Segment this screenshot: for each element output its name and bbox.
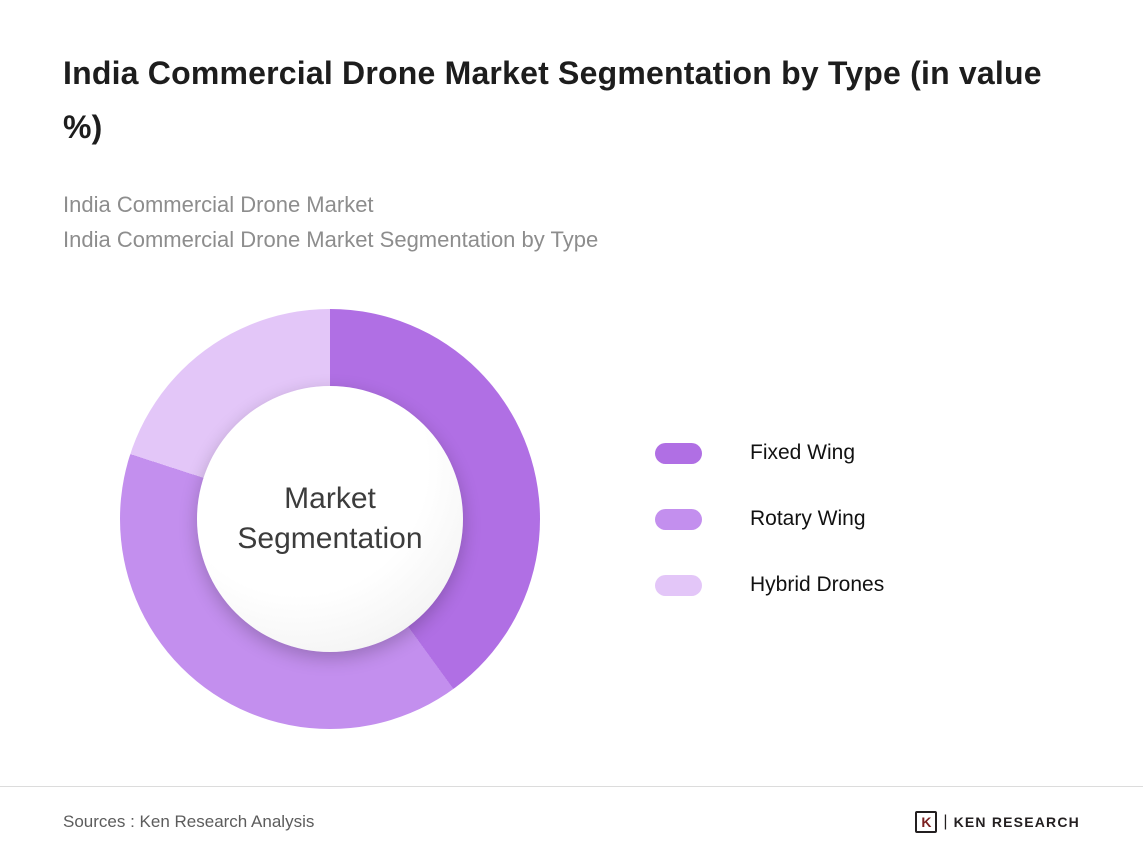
logo-k-icon: K [915,811,938,833]
legend-label-rotary-wing: Rotary Wing [750,507,866,531]
logo-text: KEN RESEARCH [953,814,1080,830]
subtitle-line-1: India Commercial Drone Market [63,191,374,217]
donut-chart-wrap: Market Segmentation [120,309,540,730]
subtitle-block: India Commercial Drone Market India Comm… [63,187,1080,257]
subtitle-line-2: India Commercial Drone Market Segmentati… [63,226,599,252]
page-title: India Commercial Drone Market Segmentati… [63,55,1042,146]
donut-center-label: Market Segmentation [237,481,423,556]
legend-item-rotary-wing: Rotary Wing [655,507,884,531]
chart-row: Market Segmentation Fixed Wing Rotary Wi… [63,309,1080,730]
legend-swatch-fixed-wing [655,442,702,464]
legend-item-fixed-wing: Fixed Wing [655,441,884,465]
legend-label-fixed-wing: Fixed Wing [750,441,856,465]
donut-hole: Market Segmentation [197,386,463,653]
content-area: India Commercial Drone Market Segmentati… [63,55,1080,730]
legend-swatch-rotary-wing [655,508,702,530]
ken-research-logo: K | KEN RESEARCH [915,811,1080,833]
legend-label-hybrid-drones: Hybrid Drones [750,573,885,597]
legend: Fixed Wing Rotary Wing Hybrid Drones [655,441,884,597]
legend-item-hybrid-drones: Hybrid Drones [655,573,884,597]
footer: Sources : Ken Research Analysis K | KEN … [0,786,1143,857]
logo-separator: | [943,813,948,830]
legend-swatch-hybrid-drones [655,574,702,596]
sources-text: Sources : Ken Research Analysis [63,812,315,831]
